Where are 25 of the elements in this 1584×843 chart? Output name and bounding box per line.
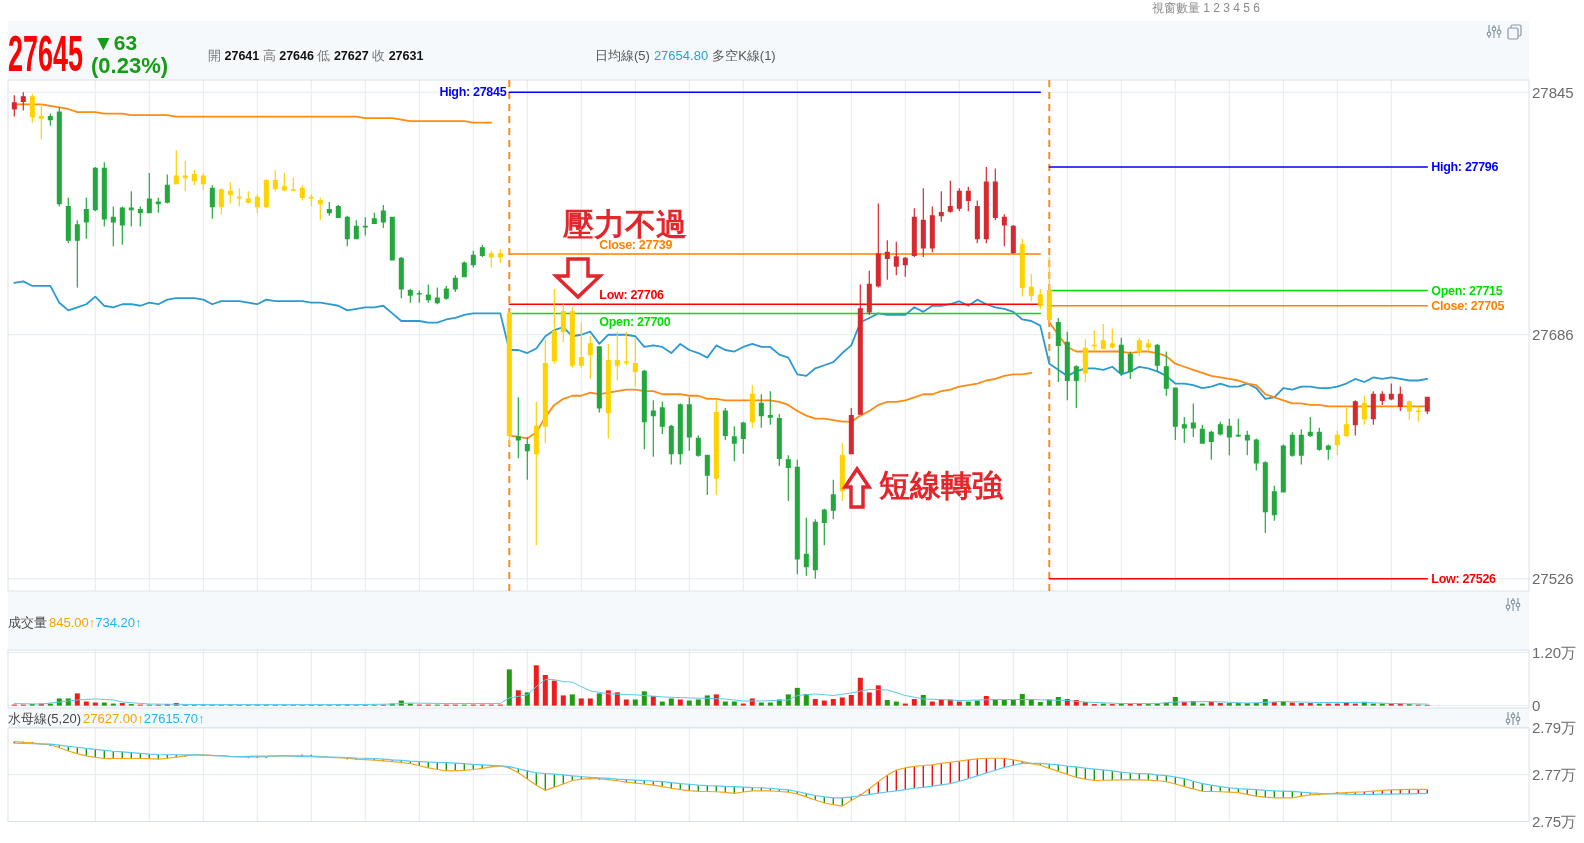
y-tick-label: 2.77万 xyxy=(1532,766,1577,784)
series-label: Low: 27526 xyxy=(1431,571,1497,586)
y-tick-label: 2.75万 xyxy=(1532,813,1577,830)
series-label: Open: 27715 xyxy=(1431,283,1503,298)
text: 日均線(5) xyxy=(595,48,650,63)
series-label: Close: 27705 xyxy=(1431,298,1505,313)
y-tick-label: 27845 xyxy=(1532,83,1574,101)
text: 開 27641 高 27646 低 27627 收 27631 xyxy=(208,48,424,63)
series-label: High: 27845 xyxy=(439,85,507,100)
text: 27615.70↑ xyxy=(143,711,205,726)
y-tick-label: 2.79万 xyxy=(1532,719,1577,737)
text: 水母線(5,20) xyxy=(8,711,81,726)
text: ▼63 xyxy=(93,31,138,54)
series-label: High: 27796 xyxy=(1431,159,1499,174)
y-tick-label: 27526 xyxy=(1532,570,1574,588)
series-label: Low: 27706 xyxy=(599,288,665,303)
series-label: Open: 27700 xyxy=(599,315,671,330)
y-tick-label: 27686 xyxy=(1532,326,1574,344)
text: 視窗數量 1 2 3 4 5 6 xyxy=(1152,1,1261,15)
annotation: 27645 xyxy=(8,26,84,83)
text: 多空K線(1) xyxy=(712,48,776,63)
text: 27627.00↑ xyxy=(82,711,144,726)
annotation: 短線轉強 xyxy=(878,468,1004,503)
text: (0.23%) xyxy=(91,53,169,78)
text: 27654.80 xyxy=(653,48,709,63)
